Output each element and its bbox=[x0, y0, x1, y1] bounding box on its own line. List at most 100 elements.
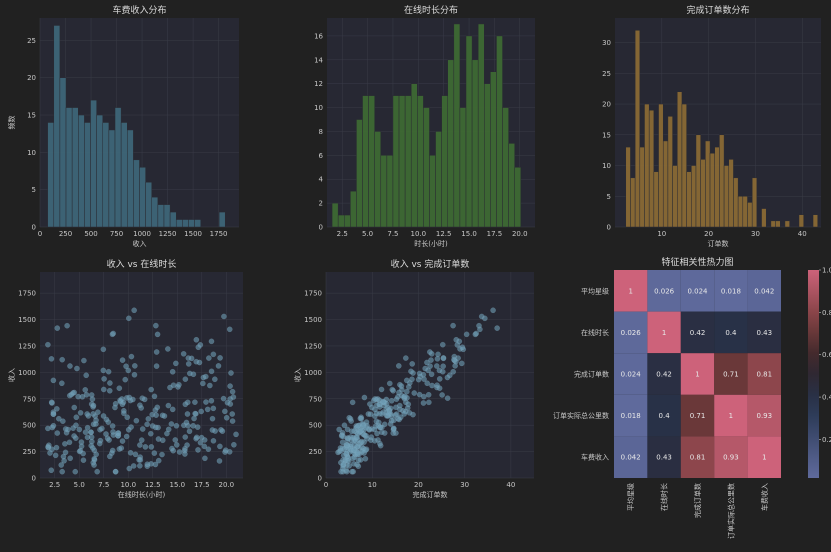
histogram-bar bbox=[374, 131, 382, 228]
histogram-bar bbox=[71, 107, 79, 228]
histogram-bar bbox=[53, 25, 61, 228]
scatter-point bbox=[386, 408, 393, 415]
scatter-point bbox=[153, 363, 160, 369]
scatter-point bbox=[208, 397, 215, 404]
scatter-point bbox=[109, 450, 115, 456]
heatmap-col-label: 在线时长 bbox=[660, 483, 669, 511]
x-tick-label: 0 bbox=[324, 481, 328, 489]
scatter-point bbox=[355, 457, 362, 463]
histogram-bar bbox=[737, 196, 744, 228]
x-tick-label: 10.0 bbox=[120, 481, 136, 489]
heatmap-row-label: 订单实际总公里数 bbox=[553, 411, 609, 420]
heatmap-cell-label: 0.026 bbox=[654, 287, 675, 295]
scatter-point bbox=[210, 438, 217, 444]
scatter-point bbox=[82, 429, 89, 435]
histogram-bar bbox=[709, 152, 715, 228]
scatter-point bbox=[169, 406, 176, 413]
scatter-point bbox=[173, 442, 180, 448]
scatter-point bbox=[96, 440, 103, 447]
scatter-point bbox=[433, 363, 440, 369]
histogram-bar bbox=[705, 140, 711, 228]
scatter-point bbox=[212, 376, 218, 383]
scatter-point bbox=[401, 411, 408, 417]
histogram-bar bbox=[686, 171, 692, 228]
heatmap-cell bbox=[747, 436, 781, 478]
heatmap-cell-label: 1 bbox=[628, 287, 632, 295]
scatter-point bbox=[404, 388, 410, 395]
scatter-point bbox=[439, 341, 446, 348]
scatter-point bbox=[139, 395, 146, 401]
scatter-point bbox=[122, 376, 129, 383]
colorbar-tick-label: 0.8 bbox=[822, 309, 831, 317]
scatter-point bbox=[170, 382, 177, 388]
heatmap-cell bbox=[747, 353, 781, 395]
scatter-point bbox=[209, 415, 216, 422]
heatmap-col-label: 车费收入 bbox=[760, 483, 769, 511]
scatter-point bbox=[411, 390, 418, 396]
histogram-bar bbox=[798, 214, 804, 228]
heatmap-cell-label: 0.71 bbox=[723, 371, 739, 379]
x-tick-label: 10 bbox=[368, 481, 377, 489]
scatter-point bbox=[79, 393, 86, 400]
heatmap-cell-label: 0.42 bbox=[690, 329, 706, 337]
scatter-point bbox=[203, 399, 209, 405]
heatmap-cell-label: 0.93 bbox=[723, 454, 739, 462]
scatter-point bbox=[144, 461, 151, 468]
heatmap-cell bbox=[680, 394, 715, 437]
heatmap-cell-label: 1 bbox=[729, 412, 733, 420]
scatter-point bbox=[139, 426, 146, 432]
scatter-point bbox=[154, 331, 161, 338]
scatter-point bbox=[202, 373, 209, 380]
scatter-point bbox=[148, 444, 155, 450]
chart-title: 特征相关性热力图 bbox=[661, 256, 733, 268]
heatmap-cell bbox=[714, 270, 748, 312]
histogram-bar bbox=[648, 109, 655, 228]
histogram-bar bbox=[350, 190, 357, 228]
scatter-point bbox=[84, 424, 91, 431]
histogram-bar bbox=[435, 131, 442, 228]
scatter-point bbox=[222, 447, 229, 454]
scatter-point bbox=[345, 458, 352, 464]
y-tick-label: 10 bbox=[27, 149, 36, 157]
histogram-bar bbox=[96, 114, 104, 228]
scatter-point bbox=[403, 355, 409, 361]
subplot-1: 0 250 500 750 1000 1250 1500 1750 0 5 10 15 20 25 车费收入… bbox=[7, 4, 239, 248]
histogram-bar bbox=[90, 99, 97, 228]
histogram-bar bbox=[362, 95, 369, 228]
y-tick-label: 1500 bbox=[18, 316, 36, 324]
scatter-point bbox=[424, 380, 431, 387]
y-axis-label: 收入 bbox=[7, 368, 16, 382]
scatter-point bbox=[151, 393, 158, 400]
histogram-bar bbox=[410, 83, 418, 228]
scatter-point bbox=[207, 382, 213, 389]
heatmap-cell-label: 1 bbox=[662, 329, 666, 337]
scatter-point bbox=[210, 405, 217, 412]
scatter-point bbox=[390, 425, 397, 432]
colorbar-tick-label: 0.2 bbox=[822, 436, 831, 444]
scatter-point bbox=[228, 370, 234, 376]
x-tick-label: 5.0 bbox=[362, 230, 373, 238]
y-tick-label: 1000 bbox=[304, 369, 322, 377]
y-tick-label: 6 bbox=[319, 152, 324, 160]
x-tick-label: 17.5 bbox=[487, 230, 503, 238]
scatter-point bbox=[152, 407, 159, 413]
scatter-point bbox=[52, 452, 59, 459]
scatter-point bbox=[191, 415, 197, 422]
scatter-point bbox=[429, 382, 435, 389]
x-tick-label: 2.5 bbox=[49, 481, 60, 489]
histogram-bar bbox=[447, 59, 455, 228]
scatter-point bbox=[103, 416, 110, 423]
scatter-point bbox=[361, 431, 367, 438]
heatmap-cell bbox=[614, 436, 648, 478]
y-tick-label: 5 bbox=[607, 193, 611, 201]
scatter-point bbox=[202, 455, 208, 462]
histogram-bar bbox=[761, 208, 767, 228]
scatter-point bbox=[185, 355, 192, 361]
heatmap-cell bbox=[647, 311, 681, 354]
scatter-point bbox=[427, 349, 433, 355]
histogram-bar bbox=[496, 35, 503, 228]
x-tick-label: 20.0 bbox=[219, 481, 235, 489]
scatter-point bbox=[198, 434, 205, 441]
scatter-point bbox=[100, 367, 107, 374]
x-tick-label: 30 bbox=[460, 481, 469, 489]
